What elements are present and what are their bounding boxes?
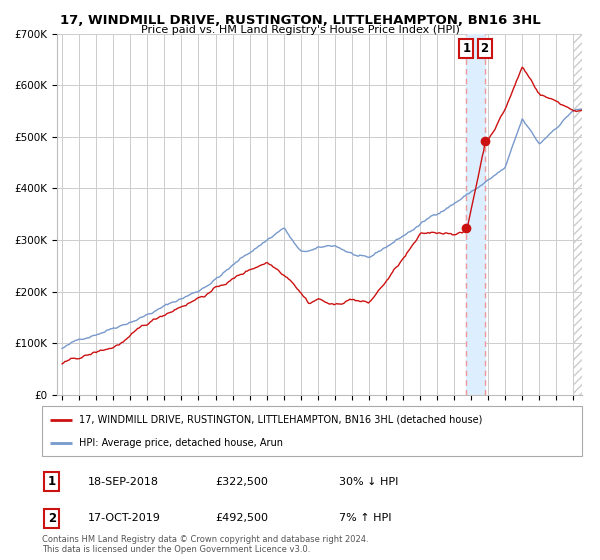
- Text: Price paid vs. HM Land Registry's House Price Index (HPI): Price paid vs. HM Land Registry's House …: [140, 25, 460, 35]
- Text: HPI: Average price, detached house, Arun: HPI: Average price, detached house, Arun: [79, 438, 283, 448]
- Text: £492,500: £492,500: [215, 514, 268, 524]
- Text: 17, WINDMILL DRIVE, RUSTINGTON, LITTLEHAMPTON, BN16 3HL (detached house): 17, WINDMILL DRIVE, RUSTINGTON, LITTLEHA…: [79, 414, 482, 424]
- Text: Contains HM Land Registry data © Crown copyright and database right 2024.
This d: Contains HM Land Registry data © Crown c…: [42, 535, 368, 554]
- Bar: [466, 34, 485, 395]
- Text: 17, WINDMILL DRIVE, RUSTINGTON, LITTLEHAMPTON, BN16 3HL: 17, WINDMILL DRIVE, RUSTINGTON, LITTLEHA…: [59, 14, 541, 27]
- Text: 30% ↓ HPI: 30% ↓ HPI: [339, 477, 398, 487]
- Text: 18-SEP-2018: 18-SEP-2018: [88, 477, 159, 487]
- Text: 2: 2: [47, 512, 56, 525]
- Text: 17-OCT-2019: 17-OCT-2019: [88, 514, 161, 524]
- Text: 7% ↑ HPI: 7% ↑ HPI: [339, 514, 392, 524]
- Text: 2: 2: [481, 42, 489, 55]
- Text: 1: 1: [47, 475, 56, 488]
- Text: 1: 1: [463, 42, 470, 55]
- Text: £322,500: £322,500: [215, 477, 268, 487]
